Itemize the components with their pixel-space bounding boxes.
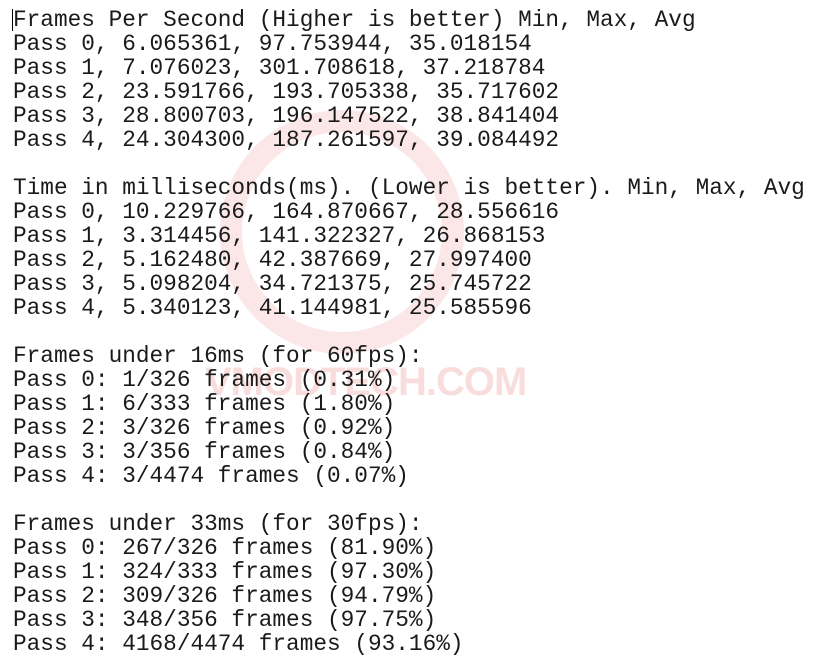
result-line: Pass 2, 23.591766, 193.705338, 35.717602 (13, 79, 560, 105)
section-header: Frames under 16ms (for 60fps): (13, 343, 423, 369)
result-line: Pass 0, 6.065361, 97.753944, 35.018154 (13, 31, 532, 57)
result-line: Pass 4, 5.340123, 41.144981, 25.585596 (13, 295, 532, 321)
section-under-33ms: Frames under 33ms (for 30fps): Pass 0: 2… (13, 512, 822, 656)
spacer (13, 320, 822, 344)
result-line: Pass 1: 324/333 frames (97.30%) (13, 559, 437, 585)
result-line: Pass 2: 309/326 frames (94.79%) (13, 583, 437, 609)
section-under-16ms: Frames under 16ms (for 60fps): Pass 0: 1… (13, 344, 822, 488)
result-line: Pass 3: 348/356 frames (97.75%) (13, 607, 437, 633)
spacer (13, 488, 822, 512)
section-header: Time in milliseconds(ms). (Lower is bett… (13, 175, 805, 201)
result-line: Pass 0, 10.229766, 164.870667, 28.556616 (13, 199, 560, 225)
result-line: Pass 3: 3/356 frames (0.84%) (13, 439, 396, 465)
section-frametime: Time in milliseconds(ms). (Lower is bett… (13, 176, 822, 320)
result-line: Pass 4, 24.304300, 187.261597, 39.084492 (13, 127, 560, 153)
result-line: Pass 1, 3.314456, 141.322327, 26.868153 (13, 223, 546, 249)
result-line: Pass 2, 5.162480, 42.387669, 27.997400 (13, 247, 532, 273)
result-line: Pass 1, 7.076023, 301.708618, 37.218784 (13, 55, 546, 81)
result-line: Pass 0: 1/326 frames (0.31%) (13, 367, 396, 393)
section-fps: Frames Per Second (Higher is better) Min… (13, 8, 822, 152)
watermark-text: VMODTECH.COM (205, 360, 527, 404)
text-document[interactable]: Frames Per Second (Higher is better) Min… (13, 0, 822, 656)
text-caret (12, 9, 13, 31)
spacer (13, 152, 822, 176)
result-line: Pass 3, 28.800703, 196.147522, 38.841404 (13, 103, 560, 129)
result-line: Pass 4: 4168/4474 frames (93.16%) (13, 631, 464, 657)
result-line: Pass 1: 6/333 frames (1.80%) (13, 391, 396, 417)
result-line: Pass 3, 5.098204, 34.721375, 25.745722 (13, 271, 532, 297)
result-line: Pass 4: 3/4474 frames (0.07%) (13, 463, 409, 489)
section-header: Frames under 33ms (for 30fps): (13, 511, 423, 537)
section-header: Frames Per Second (Higher is better) Min… (13, 7, 696, 33)
result-line: Pass 2: 3/326 frames (0.92%) (13, 415, 396, 441)
result-line: Pass 0: 267/326 frames (81.90%) (13, 535, 437, 561)
